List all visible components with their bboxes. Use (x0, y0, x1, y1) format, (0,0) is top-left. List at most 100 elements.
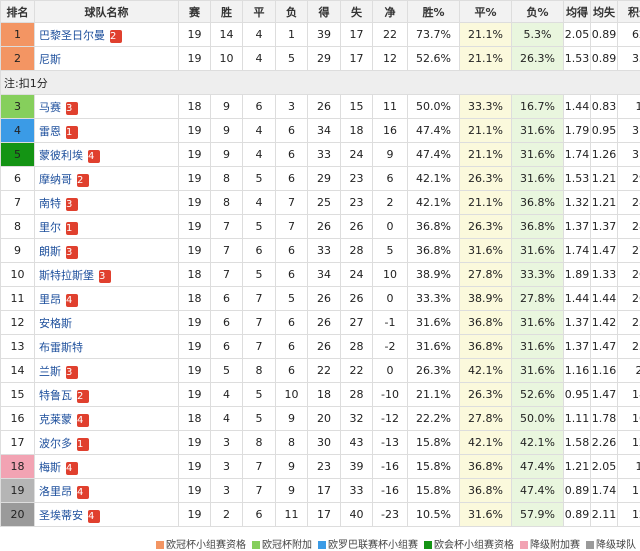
stat-cell: 3 (210, 454, 243, 479)
stat-cell: 4 (210, 406, 243, 431)
stat-cell: 1 (275, 22, 308, 47)
stat-cell: 9 (275, 454, 308, 479)
rank: 20 (0, 502, 35, 527)
stat-cell: -10 (372, 382, 408, 407)
stat-cell: 20 (307, 406, 341, 431)
stat-cell: 18 (340, 118, 373, 143)
stat-cell: 27 (340, 310, 373, 335)
stat-cell: 22 (372, 22, 408, 47)
team-name: 蒙彼利埃 4 (34, 142, 179, 167)
stat-cell: 0.95 (563, 382, 591, 407)
stat-cell: 15.8% (407, 454, 460, 479)
stat-cell: 0 (372, 358, 408, 383)
team-label: 雷恩 (39, 124, 61, 138)
team-label: 里昂 (39, 292, 61, 306)
stat-cell: 6 (275, 238, 308, 263)
team-label: 布雷斯特 (39, 340, 83, 354)
rank: 13 (0, 334, 35, 359)
team-row: 10 斯特拉斯堡 3 18 7 5 6 34 24 10 38.9% 27.8% 33.3% 1.89 1.… (0, 262, 640, 287)
stat-cell: 6 (210, 334, 243, 359)
stat-cell: 62 (617, 22, 640, 47)
stat-cell: 0.89 (590, 22, 618, 47)
rank: 2 (0, 46, 35, 71)
column-header: 失 (340, 0, 373, 23)
team-name: 斯特拉斯堡 3 (34, 262, 179, 287)
stat-cell: 5 (372, 238, 408, 263)
stat-cell: 19 (178, 142, 211, 167)
stat-cell: 12 (617, 430, 640, 455)
stat-cell: 32 (340, 406, 373, 431)
stat-cell: 42.1% (459, 430, 512, 455)
stat-cell: -12 (372, 406, 408, 431)
team-label: 斯特拉斯堡 (39, 268, 94, 282)
rank: 18 (0, 454, 35, 479)
stat-cell: 47.4% (511, 454, 564, 479)
stat-cell: 19 (178, 238, 211, 263)
rank: 5 (0, 142, 35, 167)
stat-cell: 0.89 (590, 46, 618, 71)
team-name: 克莱蒙 4 (34, 406, 179, 431)
stat-cell: 19 (178, 454, 211, 479)
stat-cell: 23 (340, 190, 373, 215)
stat-cell: 31 (617, 142, 640, 167)
card-badge: 3 (66, 245, 78, 259)
stat-cell: 1.11 (563, 406, 591, 431)
stat-cell: 18 (178, 262, 211, 287)
stat-cell: 26.3% (511, 46, 564, 71)
stat-cell: 7 (210, 214, 243, 239)
card-badge: 4 (77, 485, 89, 499)
stat-cell: 52.6% (407, 46, 460, 71)
stat-cell: 36.8% (459, 334, 512, 359)
stat-cell: 1.37 (590, 214, 618, 239)
stat-cell: 18 (307, 382, 341, 407)
stat-cell: 36.8% (511, 214, 564, 239)
column-header: 得 (307, 0, 341, 23)
stat-cell: 19 (178, 358, 211, 383)
team-name: 里昂 4 (34, 286, 179, 311)
stat-cell: 1.16 (563, 358, 591, 383)
stat-cell: 21.1% (459, 118, 512, 143)
team-row: 19 洛里昂 4 19 3 7 9 17 33 -16 15.8% 36.8% 47.4% 0.89 1.7… (0, 478, 640, 503)
stat-cell: 1.16 (590, 358, 618, 383)
stat-cell: 6 (275, 358, 308, 383)
stat-cell: 19 (178, 502, 211, 527)
stat-cell: 8 (242, 358, 276, 383)
stat-cell: 10.5% (407, 502, 460, 527)
stat-cell: 27 (617, 238, 640, 263)
stat-cell: 7 (242, 478, 276, 503)
stat-cell: 31.6% (407, 334, 460, 359)
team-label: 洛里昂 (39, 484, 72, 498)
stat-cell: 2.05 (590, 454, 618, 479)
stat-cell: 12 (617, 502, 640, 527)
stat-cell: 1.21 (563, 454, 591, 479)
team-row: 1 巴黎圣日尔曼 2 19 14 4 1 39 17 22 73.7% 21.1% 5.3% 2.05 0.… (0, 22, 640, 47)
team-name: 摩纳哥 2 (34, 166, 179, 191)
column-header: 排名 (0, 0, 35, 23)
stat-cell: 27.8% (459, 262, 512, 287)
column-header: 净 (372, 0, 408, 23)
card-badge: 4 (66, 293, 78, 307)
stat-cell: -16 (372, 478, 408, 503)
rank: 10 (0, 262, 35, 287)
legend-swatch (252, 540, 260, 549)
stat-cell: 1.21 (590, 190, 618, 215)
stat-cell: 33 (617, 46, 640, 71)
legend-item: 欧冠杯附加 (252, 536, 312, 551)
stat-cell: 1.89 (563, 262, 591, 287)
stat-cell: 26 (307, 334, 341, 359)
stat-cell: 50.0% (511, 406, 564, 431)
team-row: 5 蒙彼利埃 4 19 9 4 6 33 24 9 47.4% 21.1% 31.6% 1.74 1.26 3… (0, 142, 640, 167)
legend-label: 欧罗巴联赛杯小组赛 (328, 539, 418, 551)
stat-cell: 21.1% (459, 142, 512, 167)
stat-cell: 16 (372, 118, 408, 143)
team-label: 特鲁瓦 (39, 388, 72, 402)
stat-cell: 17 (340, 22, 373, 47)
stat-cell: 42.1% (511, 430, 564, 455)
stat-cell: 36.8% (459, 310, 512, 335)
stat-cell: 16 (617, 406, 640, 431)
stat-cell: 26 (307, 94, 341, 119)
team-row: 20 圣埃蒂安 4 19 2 6 11 17 40 -23 10.5% 31.6% 57.9% 0.89 2… (0, 502, 640, 527)
